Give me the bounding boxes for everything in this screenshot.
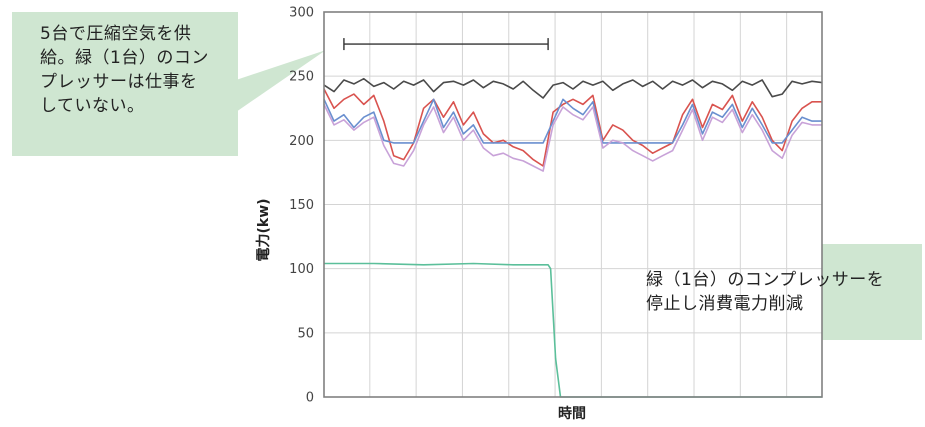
y-tick-label: 150: [289, 198, 314, 213]
series-line-2: [323, 88, 822, 167]
y-tick-label: 50: [297, 326, 314, 341]
plot-frame: [323, 11, 823, 398]
x-axis-label: 時間: [558, 405, 586, 422]
series-line-1: [323, 77, 823, 99]
y-tick-labels: 0 50 100 150 200 250 300: [289, 6, 314, 406]
series-line-3: [323, 98, 822, 144]
y-tick-label: 100: [289, 262, 314, 277]
y-tick-label: 250: [289, 70, 314, 85]
annotation-bracket: [343, 38, 549, 51]
callout-left-text: 5台で圧縮空気を供 給。緑（1台）のコン プレッサーは仕事を していない。: [40, 24, 209, 116]
plot-border: [323, 11, 823, 398]
y-tick-label: 200: [289, 134, 314, 149]
series-line-4: [323, 104, 822, 172]
y-tick-label: 300: [289, 6, 314, 21]
callout-left-pointer: [236, 50, 326, 112]
callout-right-text: 緑（1台）のコンプレッサーを 停止し消費電力削減: [646, 270, 885, 314]
callout-left-box: [12, 12, 238, 156]
y-tick-label: 0: [306, 391, 314, 406]
y-axis-label: 電力(kw): [255, 198, 272, 261]
